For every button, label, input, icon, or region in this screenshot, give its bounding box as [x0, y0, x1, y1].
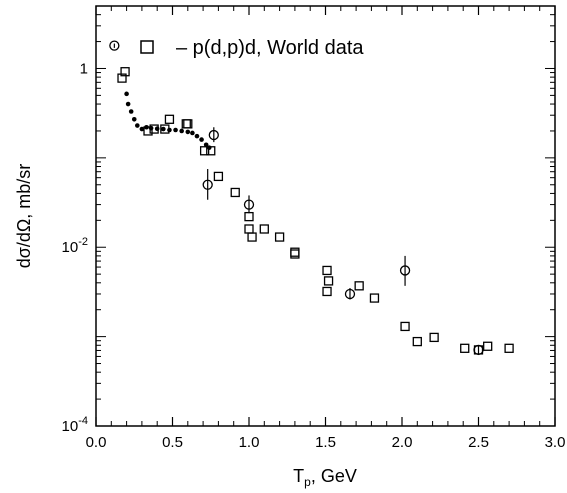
data-point-dot — [173, 127, 178, 133]
x-axis-label-unit: , GeV — [311, 466, 357, 486]
data-point-square — [322, 265, 332, 276]
y-tick-label-base: 1 — [80, 60, 88, 77]
y-tick-label: 10-2 — [62, 236, 88, 256]
data-point-square — [274, 232, 285, 242]
y-tick-label-base: 10 — [62, 418, 79, 435]
data-point-dot — [179, 128, 184, 134]
y-tick-label: 1 — [80, 60, 88, 77]
data-point-dot — [190, 130, 195, 136]
data-point-circle — [344, 288, 356, 300]
data-point-circle — [243, 199, 255, 210]
x-axis-label-sub: p — [304, 475, 311, 489]
data-point-dot — [206, 145, 212, 150]
data-point-dot — [128, 109, 134, 114]
data-point-square — [460, 343, 470, 353]
data-point-circle — [109, 40, 120, 51]
data-point-square — [290, 249, 300, 259]
y-tick-label-exponent: -2 — [78, 236, 88, 248]
data-point-square — [369, 293, 380, 303]
data-point-circle — [399, 265, 411, 276]
data-point-dot — [203, 142, 209, 148]
data-point-dot — [139, 126, 145, 132]
data-point-dot — [167, 127, 172, 133]
x-tick-label: 1.0 — [239, 434, 260, 451]
legend-label: – p(d,p)d, World data — [176, 37, 364, 59]
data-point-dot — [148, 125, 154, 131]
data-point-dot — [131, 117, 137, 122]
y-tick-label-base: 10 — [62, 239, 79, 256]
x-tick-label: 0.0 — [86, 434, 107, 451]
x-tick-label: 2.5 — [468, 434, 489, 451]
data-point-square — [183, 119, 193, 129]
data-point-dot — [144, 124, 149, 130]
y-tick-label-exponent: -4 — [78, 415, 88, 427]
y-axis-label: dσ/dΩ, mb/sr — [14, 164, 34, 269]
data-point-dot — [194, 133, 200, 139]
data-point-dot — [154, 126, 160, 131]
data-point-dot — [125, 101, 131, 107]
y-tick-label: 10-4 — [62, 415, 88, 435]
data-point-circle — [202, 179, 213, 190]
legend-marker — [140, 40, 154, 54]
data-point-circle — [208, 129, 219, 141]
data-point-dot — [124, 91, 129, 97]
data-point-dot — [199, 137, 204, 142]
plot-frame — [95, 5, 556, 427]
data-point-square — [244, 224, 254, 234]
x-axis-label: Tp, GeV — [293, 466, 357, 489]
data-points — [109, 40, 514, 356]
data-point-square — [412, 336, 422, 347]
data-point-circle — [473, 344, 484, 356]
data-point-square — [354, 281, 364, 291]
data-point-square — [504, 343, 514, 353]
data-point-dot — [185, 129, 191, 135]
y-ticks: 110-210-4 — [62, 5, 555, 435]
data-point-square — [322, 286, 332, 297]
x-tick-label: 0.5 — [162, 434, 183, 451]
x-tick-label: 2.0 — [392, 434, 413, 451]
data-point-dot — [135, 123, 140, 128]
data-point-square — [429, 332, 439, 343]
x-tick-label: 1.5 — [315, 434, 336, 451]
data-point-square — [259, 224, 269, 234]
data-point-square — [247, 232, 257, 242]
data-point-square — [244, 211, 254, 222]
data-point-square — [400, 321, 410, 332]
data-point-square — [213, 171, 224, 182]
data-point-square — [117, 73, 127, 83]
data-point-square — [483, 341, 493, 351]
data-point-square — [323, 276, 334, 286]
x-tick-label: 3.0 — [545, 434, 566, 451]
data-point-square — [230, 187, 240, 198]
legend: – p(d,p)d, World data — [140, 37, 364, 59]
x-axis-label-main: T — [293, 466, 304, 486]
data-point-square — [120, 67, 130, 77]
data-point-square — [199, 146, 210, 156]
data-point-dot — [161, 126, 166, 132]
x-ticks: 0.0 0.5 1.0 1.5 2.0 2.5 3.0 — [86, 6, 566, 451]
data-point-square — [164, 114, 175, 124]
